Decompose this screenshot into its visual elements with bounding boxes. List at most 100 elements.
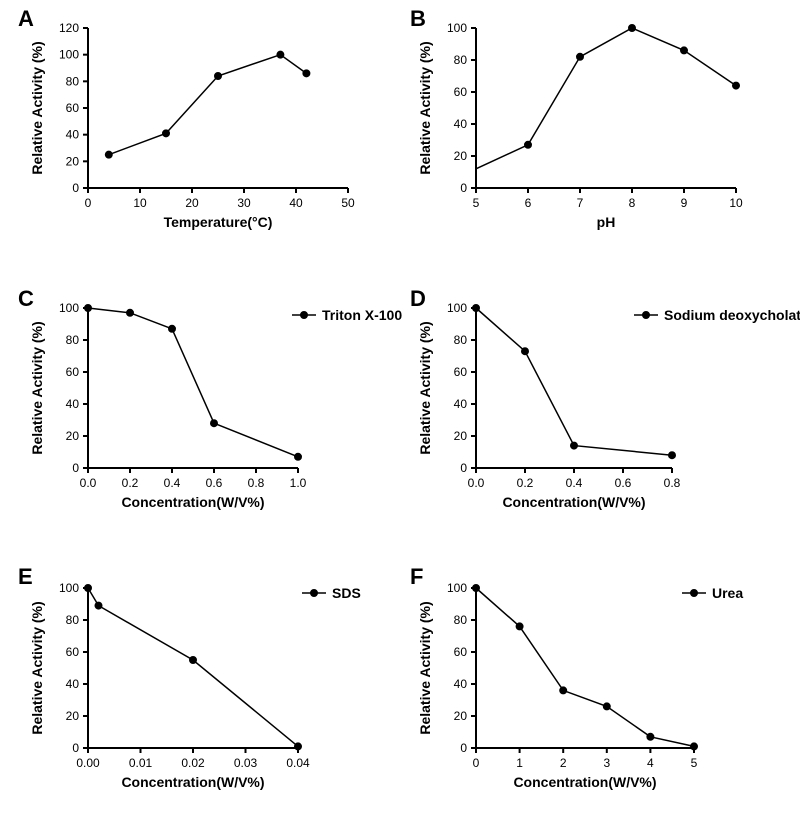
svg-text:0: 0: [72, 741, 79, 755]
data-point: [669, 452, 676, 459]
svg-text:1.0: 1.0: [290, 476, 307, 490]
svg-text:1: 1: [516, 756, 523, 770]
x-axis-title: pH: [597, 214, 616, 230]
svg-text:0: 0: [460, 181, 467, 195]
svg-text:0: 0: [72, 461, 79, 475]
svg-text:100: 100: [59, 48, 79, 62]
svg-text:5: 5: [691, 756, 698, 770]
svg-text:0: 0: [460, 741, 467, 755]
series-triton-x-100: [88, 308, 298, 457]
svg-text:40: 40: [454, 397, 468, 411]
chart-panel-b: 0204060801005678910pHRelative Activity (…: [417, 21, 743, 230]
svg-text:60: 60: [66, 101, 80, 115]
data-point: [603, 703, 610, 710]
series-sds: [88, 588, 298, 746]
panel-label-d: D: [410, 286, 426, 312]
svg-text:0: 0: [72, 181, 79, 195]
chart-panel-d: 0204060801000.00.20.40.60.8Concentration…: [417, 301, 800, 510]
data-point: [303, 70, 310, 77]
svg-text:80: 80: [66, 74, 80, 88]
svg-text:4: 4: [647, 756, 654, 770]
panel-label-e: E: [18, 564, 33, 590]
svg-text:20: 20: [454, 149, 468, 163]
panel-label-f: F: [410, 564, 423, 590]
data-point: [85, 585, 92, 592]
svg-text:100: 100: [59, 301, 79, 315]
svg-text:0.6: 0.6: [615, 476, 632, 490]
data-point: [127, 309, 134, 316]
data-point: [516, 623, 523, 630]
svg-text:30: 30: [237, 196, 251, 210]
svg-text:0.03: 0.03: [234, 756, 258, 770]
svg-text:0.0: 0.0: [468, 476, 485, 490]
x-axis-title: Temperature(°C): [164, 214, 273, 230]
svg-text:0.01: 0.01: [129, 756, 153, 770]
panel-label-a: A: [18, 6, 34, 32]
y-axis-title: Relative Activity (%): [417, 321, 433, 454]
panel-label-b: B: [410, 6, 426, 32]
svg-text:100: 100: [59, 581, 79, 595]
svg-text:40: 40: [454, 117, 468, 131]
svg-text:40: 40: [66, 128, 80, 142]
svg-text:0.0: 0.0: [80, 476, 97, 490]
svg-text:3: 3: [603, 756, 610, 770]
x-axis-title: Concentration(W/V%): [513, 774, 656, 790]
svg-text:50: 50: [341, 196, 355, 210]
svg-text:0.4: 0.4: [164, 476, 181, 490]
svg-text:60: 60: [66, 365, 80, 379]
data-point: [691, 743, 698, 750]
svg-text:0.04: 0.04: [286, 756, 310, 770]
chart-panel-a: 02040608010012001020304050Temperature(°C…: [29, 21, 355, 230]
series-sodium-deoxycholate: [476, 308, 672, 455]
svg-text:20: 20: [185, 196, 199, 210]
series-ph: [476, 28, 736, 169]
data-point: [681, 47, 688, 54]
svg-text:60: 60: [454, 365, 468, 379]
x-axis-title: Concentration(W/V%): [121, 494, 264, 510]
charts-svg-root: 02040608010012001020304050Temperature(°C…: [0, 0, 800, 835]
svg-text:40: 40: [289, 196, 303, 210]
svg-text:80: 80: [66, 333, 80, 347]
data-point: [560, 687, 567, 694]
data-point: [647, 733, 654, 740]
legend-label: Urea: [712, 585, 743, 601]
chart-panel-e: 0204060801000.000.010.020.030.04Concentr…: [29, 581, 361, 790]
svg-text:0: 0: [85, 196, 92, 210]
y-axis-title: Relative Activity (%): [29, 321, 45, 454]
data-point: [473, 305, 480, 312]
chart-panel-f: 020406080100012345Concentration(W/V%)Rel…: [417, 581, 743, 790]
svg-text:0.00: 0.00: [76, 756, 100, 770]
y-axis-title: Relative Activity (%): [417, 601, 433, 734]
svg-text:0.2: 0.2: [517, 476, 534, 490]
chart-panel-c: 0204060801000.00.20.40.60.81.0Concentrat…: [29, 301, 402, 510]
svg-text:0: 0: [460, 461, 467, 475]
svg-text:60: 60: [454, 645, 468, 659]
svg-text:120: 120: [59, 21, 79, 35]
data-point: [85, 305, 92, 312]
svg-text:80: 80: [454, 53, 468, 67]
legend-label: Sodium deoxycholate: [664, 307, 800, 323]
svg-text:100: 100: [447, 301, 467, 315]
data-point: [571, 442, 578, 449]
data-point: [629, 25, 636, 32]
data-point: [95, 602, 102, 609]
data-point: [105, 151, 112, 158]
data-point: [277, 51, 284, 58]
svg-text:8: 8: [629, 196, 636, 210]
svg-text:0.8: 0.8: [248, 476, 265, 490]
svg-text:20: 20: [66, 429, 80, 443]
data-point: [190, 657, 197, 664]
svg-text:100: 100: [447, 581, 467, 595]
svg-text:80: 80: [66, 613, 80, 627]
data-point: [295, 743, 302, 750]
data-point: [522, 348, 529, 355]
svg-text:20: 20: [66, 154, 80, 168]
svg-text:5: 5: [473, 196, 480, 210]
svg-text:80: 80: [454, 613, 468, 627]
svg-text:0: 0: [473, 756, 480, 770]
y-axis-title: Relative Activity (%): [29, 41, 45, 174]
y-axis-title: Relative Activity (%): [417, 41, 433, 174]
data-point: [169, 325, 176, 332]
svg-text:0.2: 0.2: [122, 476, 139, 490]
svg-text:60: 60: [454, 85, 468, 99]
